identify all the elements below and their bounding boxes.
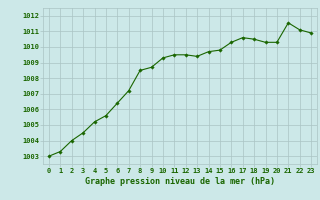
X-axis label: Graphe pression niveau de la mer (hPa): Graphe pression niveau de la mer (hPa) bbox=[85, 177, 275, 186]
